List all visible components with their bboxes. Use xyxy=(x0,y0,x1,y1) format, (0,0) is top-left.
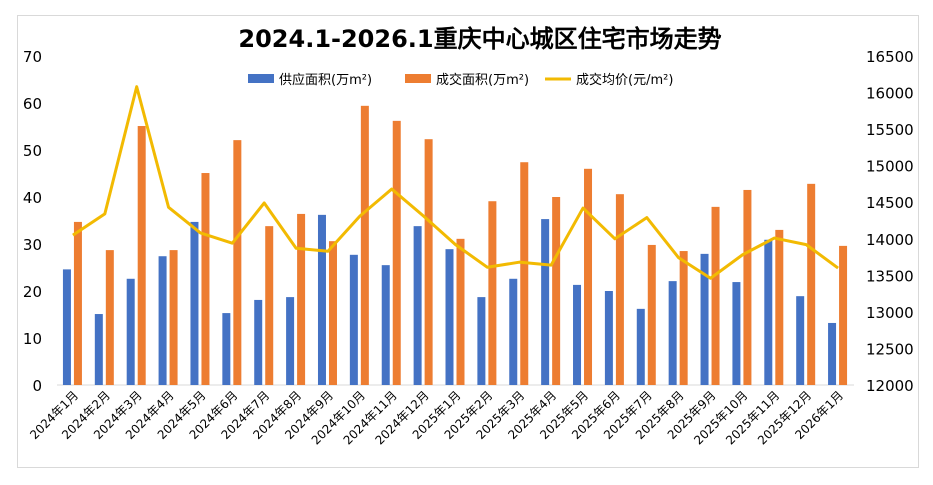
bar-deal xyxy=(807,183,816,385)
bar-supply xyxy=(349,254,358,385)
y-right-tick: 12000 xyxy=(866,377,914,395)
bar-supply xyxy=(700,253,709,385)
bar-deal xyxy=(328,241,337,385)
legend-label: 成交均价(元/m²) xyxy=(576,72,673,88)
bar-deal xyxy=(711,206,720,385)
legend: 供应面积(万m²) 成交面积(万m²) 成交均价(元/m²) xyxy=(248,72,673,88)
bar-deal xyxy=(679,251,688,385)
y-left-tick: 70 xyxy=(23,48,42,66)
bar-supply xyxy=(381,265,390,385)
bar-deal xyxy=(552,197,561,385)
bar-supply xyxy=(636,308,645,385)
bar-deal xyxy=(647,244,656,385)
bar-deal xyxy=(488,201,497,385)
bar-supply xyxy=(445,249,454,385)
bar-deal xyxy=(297,213,306,385)
bar-deal xyxy=(169,250,178,385)
bar-supply xyxy=(62,269,71,385)
bar-deal xyxy=(105,250,114,385)
y-right-tick: 12500 xyxy=(866,340,914,358)
legend-label: 成交面积(万m²) xyxy=(436,72,529,88)
y-left-tick: 40 xyxy=(23,189,42,207)
legend-swatch xyxy=(405,74,431,83)
bar-deal xyxy=(265,226,274,385)
bar-supply xyxy=(222,313,231,385)
bar-deal xyxy=(584,168,593,385)
y-right-tick: 14500 xyxy=(866,194,914,212)
bar-supply xyxy=(158,256,167,385)
bar-supply xyxy=(796,296,805,385)
bar-supply xyxy=(541,219,550,385)
y-right-tick: 16000 xyxy=(866,85,914,103)
bar-supply xyxy=(573,284,582,385)
y-left-tick: 30 xyxy=(23,236,42,254)
bar-deal xyxy=(520,162,529,385)
y-right-tick: 13000 xyxy=(866,304,914,322)
legend-label: 供应面积(万m²) xyxy=(279,72,372,88)
bar-supply xyxy=(828,322,837,385)
bar-supply xyxy=(509,278,518,385)
bar-deal xyxy=(392,120,401,386)
bar-supply xyxy=(413,226,422,385)
bar-deal xyxy=(360,105,369,385)
bar-deal xyxy=(775,229,784,385)
y-right-tick: 15000 xyxy=(866,158,914,176)
bar-deal xyxy=(137,126,146,385)
bar-supply xyxy=(190,221,199,385)
bar-deal xyxy=(73,221,82,385)
y-right-tick: 14000 xyxy=(866,231,914,249)
bar-supply xyxy=(286,297,295,385)
bar-supply xyxy=(732,282,741,385)
bar-deal xyxy=(201,173,210,385)
price-line xyxy=(72,85,839,280)
bar-supply xyxy=(668,281,677,385)
bar-supply xyxy=(126,278,135,385)
chart-title: 2024.1-2026.1重庆中心城区住宅市场走势 xyxy=(238,25,721,53)
bar-supply xyxy=(94,314,103,385)
y-left-tick: 0 xyxy=(32,377,42,395)
bar-deal xyxy=(743,189,752,385)
bar-deal xyxy=(839,245,848,385)
y-left-tick: 10 xyxy=(23,330,42,348)
y-right-tick: 15500 xyxy=(866,121,914,139)
bar-deal xyxy=(233,140,242,385)
bar-deal xyxy=(456,238,465,385)
y-right-tick: 16500 xyxy=(866,48,914,66)
bar-supply xyxy=(317,214,326,385)
y-right-tick: 13500 xyxy=(866,267,914,285)
bar-deal xyxy=(615,194,624,385)
bar-supply xyxy=(764,239,773,385)
y-left-tick: 50 xyxy=(23,142,42,160)
bar-deal xyxy=(424,139,433,385)
bar-supply xyxy=(254,299,263,385)
y-left-tick: 20 xyxy=(23,283,42,301)
y-left-tick: 60 xyxy=(23,95,42,113)
bar-supply xyxy=(477,297,486,385)
bar-supply xyxy=(604,291,613,385)
legend-swatch xyxy=(248,74,274,83)
